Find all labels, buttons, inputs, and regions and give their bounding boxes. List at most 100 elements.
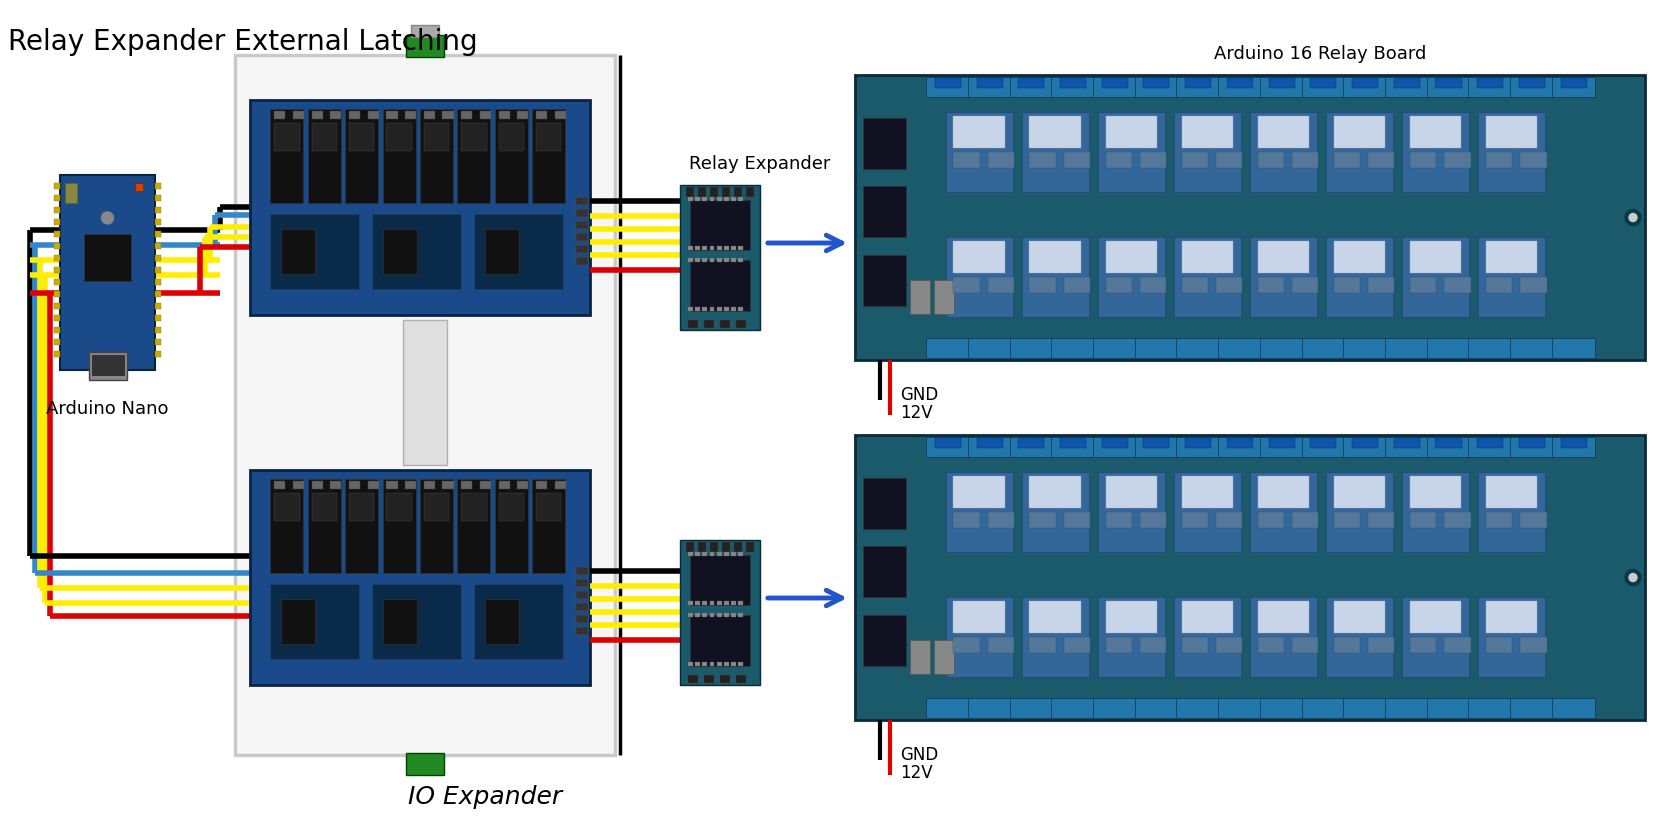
Bar — [716, 662, 721, 665]
Bar — [1469, 77, 1512, 97]
Bar — [1260, 77, 1303, 97]
Bar — [387, 482, 397, 489]
Bar — [1333, 637, 1360, 653]
Bar — [690, 554, 751, 605]
Bar — [55, 339, 60, 345]
Bar — [1333, 242, 1386, 273]
Text: Arduino Nano: Arduino Nano — [46, 400, 169, 418]
Bar — [55, 255, 60, 261]
Bar — [1292, 637, 1318, 653]
Bar — [1250, 237, 1317, 317]
Bar — [738, 257, 743, 262]
Text: Relay Expander: Relay Expander — [690, 155, 830, 173]
Bar — [1403, 237, 1469, 317]
Bar — [410, 25, 438, 37]
Bar — [1257, 278, 1284, 293]
Bar — [910, 280, 930, 314]
Bar — [1140, 512, 1166, 528]
Bar — [1302, 437, 1345, 457]
Bar — [1093, 77, 1136, 97]
Bar — [703, 196, 708, 201]
Bar — [155, 279, 160, 285]
Bar — [155, 207, 160, 213]
Bar — [703, 246, 708, 250]
Bar — [495, 109, 528, 203]
Bar — [1260, 437, 1303, 457]
Bar — [863, 254, 906, 306]
Bar — [1140, 278, 1166, 293]
Bar — [1143, 78, 1169, 88]
Bar — [1181, 116, 1234, 148]
Bar — [738, 552, 743, 556]
Bar — [1257, 637, 1284, 653]
Bar — [935, 78, 961, 88]
Bar — [423, 111, 435, 119]
Bar — [1102, 78, 1128, 88]
Bar — [1181, 512, 1207, 528]
Bar — [1064, 152, 1090, 168]
Bar — [498, 482, 509, 489]
Bar — [1469, 698, 1512, 718]
Bar — [1029, 476, 1082, 508]
Bar — [235, 55, 615, 755]
Bar — [731, 613, 736, 616]
Bar — [311, 123, 337, 151]
Bar — [461, 111, 473, 119]
Bar — [688, 307, 693, 311]
Bar — [372, 214, 461, 289]
Bar — [461, 482, 473, 489]
Bar — [475, 214, 562, 289]
Bar — [1510, 77, 1553, 97]
Bar — [1102, 438, 1128, 448]
Bar — [155, 231, 160, 237]
Bar — [1343, 77, 1386, 97]
Bar — [576, 245, 589, 252]
Bar — [1093, 338, 1136, 358]
Bar — [155, 255, 160, 261]
Bar — [987, 278, 1014, 293]
Bar — [1485, 637, 1512, 653]
Bar — [686, 187, 695, 197]
Bar — [155, 291, 160, 297]
Bar — [724, 257, 729, 262]
Bar — [382, 599, 417, 645]
Bar — [1217, 698, 1262, 718]
Bar — [710, 196, 715, 201]
Bar — [1427, 437, 1470, 457]
Bar — [1444, 512, 1470, 528]
Bar — [155, 351, 160, 357]
Bar — [1269, 78, 1295, 88]
Bar — [311, 492, 337, 521]
Bar — [1551, 437, 1596, 457]
Bar — [1368, 152, 1394, 168]
Bar — [533, 478, 566, 573]
Bar — [84, 233, 131, 281]
Bar — [1409, 116, 1462, 148]
Bar — [855, 435, 1646, 720]
Bar — [1561, 78, 1586, 88]
Bar — [946, 598, 1012, 677]
Bar — [855, 75, 1646, 360]
Bar — [155, 327, 160, 333]
Bar — [953, 476, 1006, 508]
Bar — [738, 307, 743, 311]
Bar — [281, 599, 314, 645]
Bar — [953, 242, 1006, 273]
Bar — [382, 229, 417, 274]
Bar — [703, 552, 708, 556]
Bar — [1257, 476, 1310, 508]
Bar — [1409, 637, 1436, 653]
Bar — [1510, 698, 1553, 718]
Bar — [736, 320, 746, 328]
Bar — [498, 123, 524, 151]
Bar — [688, 675, 698, 683]
Bar — [1009, 77, 1054, 97]
Bar — [1310, 78, 1336, 88]
Bar — [1216, 278, 1242, 293]
Bar — [1343, 698, 1386, 718]
Bar — [1140, 152, 1166, 168]
Circle shape — [1624, 569, 1641, 585]
Text: 12V: 12V — [900, 404, 933, 422]
Bar — [1227, 438, 1254, 448]
Bar — [1436, 438, 1462, 448]
